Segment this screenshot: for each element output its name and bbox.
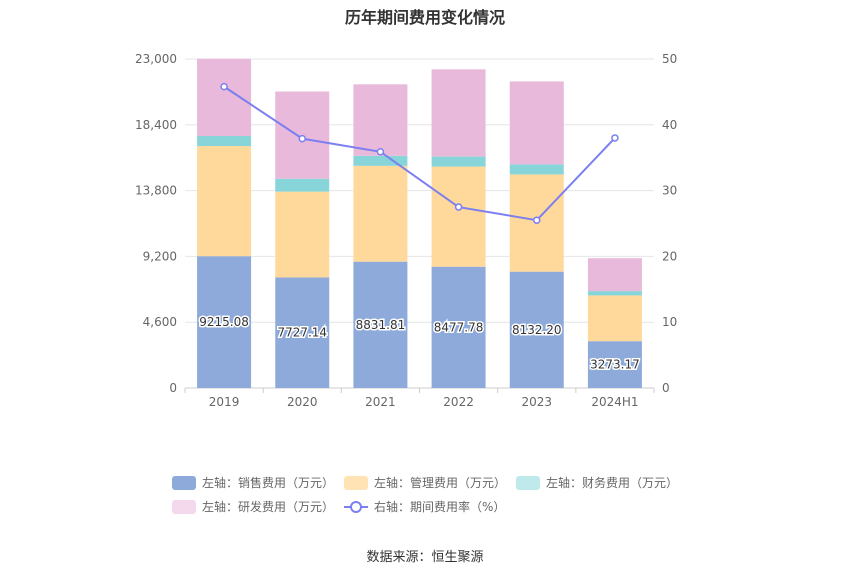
legend-item-rd[interactable]: 左轴：研发费用（万元） — [172, 498, 334, 515]
bar-segment — [587, 295, 642, 342]
legend-swatch-sales — [172, 475, 196, 490]
bar-data-label: 8132.20 — [512, 323, 562, 337]
bar-segment — [353, 84, 408, 156]
y-right-tick-label: 0 — [662, 381, 670, 395]
y-left-tick-label: 0 — [169, 381, 177, 395]
rate-point — [454, 203, 463, 211]
y-left-tick-label: 23,000 — [135, 52, 177, 66]
legend-item-admin[interactable]: 左轴：管理费用（万元） — [344, 474, 506, 491]
legend-swatch-rd — [172, 499, 196, 514]
bar-data-label: 8831.81 — [356, 318, 406, 332]
bar-segment — [431, 166, 486, 267]
y-left-tick-label: 9,200 — [143, 249, 177, 263]
rate-point — [533, 216, 541, 224]
bar-segment — [197, 58, 252, 137]
bar-segment — [509, 271, 564, 388]
bar-data-label: 3273.17 — [590, 358, 640, 372]
bar-segment — [197, 256, 252, 388]
bar-segment — [431, 266, 486, 388]
rate-point — [298, 134, 306, 143]
rate-point — [611, 134, 619, 142]
x-tick-label: 2022 — [443, 395, 474, 409]
bar-segment — [587, 291, 642, 296]
bar-segment — [509, 164, 564, 175]
bar-data-label: 9215.08 — [199, 315, 249, 329]
legend-swatch-rate — [344, 500, 368, 514]
legend-label-rate: 右轴：期间费用率（%） — [374, 500, 506, 514]
legend-label-finance: 左轴：财务费用（万元） — [546, 476, 679, 490]
data-source-note: 数据来源：恒生聚源 — [366, 550, 484, 565]
rate-point — [376, 148, 385, 156]
bar-segment — [353, 261, 408, 388]
chart-canvas: 0 4,600 9,200 13,800 18,400 23,000 0 10 20 30 40 50… — [135, 52, 677, 409]
chart-title: 历年期间费用变化情况 — [344, 8, 505, 27]
legend-label-sales: 左轴：销售费用（万元） — [202, 476, 335, 490]
bar-segment — [353, 165, 408, 262]
bar-segment — [353, 155, 408, 166]
y-left-tick-label: 18,400 — [135, 118, 177, 132]
legend-item-rate[interactable]: 右轴：期间费用率（%） — [344, 498, 505, 515]
bar-segment — [275, 178, 330, 192]
bar-segment — [275, 277, 330, 388]
x-tick-label: 2023 — [521, 395, 552, 409]
legend-item-sales[interactable]: 左轴：销售费用（万元） — [172, 474, 334, 491]
bar-segment — [509, 81, 564, 165]
y-right-tick-label: 50 — [662, 52, 677, 66]
bar-segment — [197, 136, 252, 147]
bar-segment — [275, 191, 330, 278]
y-right-tick-label: 10 — [662, 315, 677, 329]
bar-segment — [431, 69, 486, 157]
y-left-tick-label: 13,800 — [135, 184, 177, 198]
rate-point — [220, 82, 228, 91]
x-tick-label: 2024H1 — [591, 395, 638, 409]
x-tick-label: 2019 — [209, 395, 240, 409]
x-tick-label: 2020 — [287, 395, 318, 409]
legend-label-admin: 左轴：管理费用（万元） — [374, 476, 507, 490]
bar-segment — [431, 156, 486, 167]
y-right-tick-label: 20 — [662, 249, 677, 263]
bar-data-label: 7727.14 — [277, 326, 327, 340]
bar-segment — [587, 341, 642, 388]
x-tick-label: 2021 — [365, 395, 396, 409]
bar-segment — [197, 146, 252, 257]
y-left-tick-label: 4,600 — [143, 315, 177, 329]
y-right-tick-label: 30 — [662, 184, 677, 198]
legend-swatch-admin — [344, 475, 368, 490]
legend-label-rd: 左轴：研发费用（万元） — [202, 500, 335, 514]
rate-line — [223, 85, 616, 222]
bar-data-label: 8477.78 — [434, 320, 484, 334]
y-right-tick-label: 40 — [662, 118, 677, 132]
legend-item-finance[interactable]: 左轴：财务费用（万元） — [516, 474, 678, 491]
bar-segment — [587, 258, 642, 292]
legend-swatch-finance — [516, 475, 540, 490]
